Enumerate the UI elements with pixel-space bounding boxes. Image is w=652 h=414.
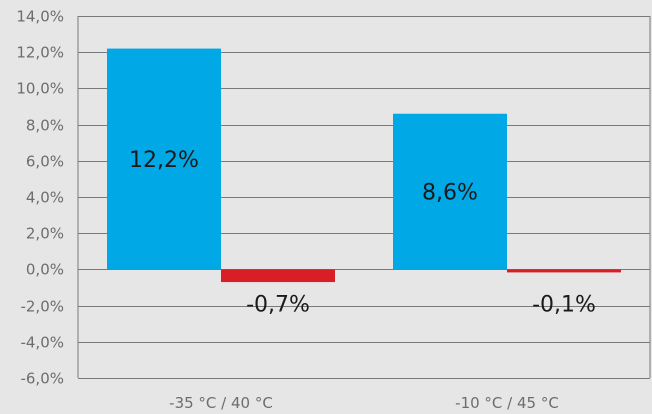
y-tick-label: 2,0% bbox=[26, 225, 64, 243]
data-label: -0,1% bbox=[532, 292, 596, 317]
data-label: -0,7% bbox=[246, 292, 310, 317]
y-tick-label: -6,0% bbox=[20, 370, 64, 388]
y-axis: 14,0% 12,0% 10,0% 8,0% 6,0% 4,0% 2,0% 0,0% -2,0%… bbox=[16, 8, 64, 388]
y-tick-label: 8,0% bbox=[26, 117, 64, 135]
y-tick-label: 4,0% bbox=[26, 189, 64, 207]
y-tick-label: 10,0% bbox=[16, 80, 64, 98]
y-tick-label: -2,0% bbox=[20, 298, 64, 316]
bar bbox=[393, 113, 507, 270]
y-tick-label: -4,0% bbox=[20, 334, 64, 352]
bar bbox=[107, 48, 221, 270]
x-axis: -35 °C / 40 °C -10 °C / 45 °C bbox=[169, 394, 559, 412]
y-tick-label: 0,0% bbox=[26, 261, 64, 279]
data-label: 8,6% bbox=[422, 181, 478, 206]
y-tick-label: 12,0% bbox=[16, 44, 64, 62]
bars bbox=[107, 48, 621, 283]
x-category-label: -10 °C / 45 °C bbox=[455, 394, 559, 412]
y-tick-label: 14,0% bbox=[16, 8, 64, 26]
x-category-label: -35 °C / 40 °C bbox=[169, 394, 273, 412]
y-tick-label: 6,0% bbox=[26, 153, 64, 171]
bar bbox=[221, 269, 335, 283]
bar bbox=[507, 269, 621, 273]
data-label: 12,2% bbox=[129, 148, 199, 173]
data-labels: 12,2% -0,7% 8,6% -0,1% bbox=[129, 148, 596, 317]
